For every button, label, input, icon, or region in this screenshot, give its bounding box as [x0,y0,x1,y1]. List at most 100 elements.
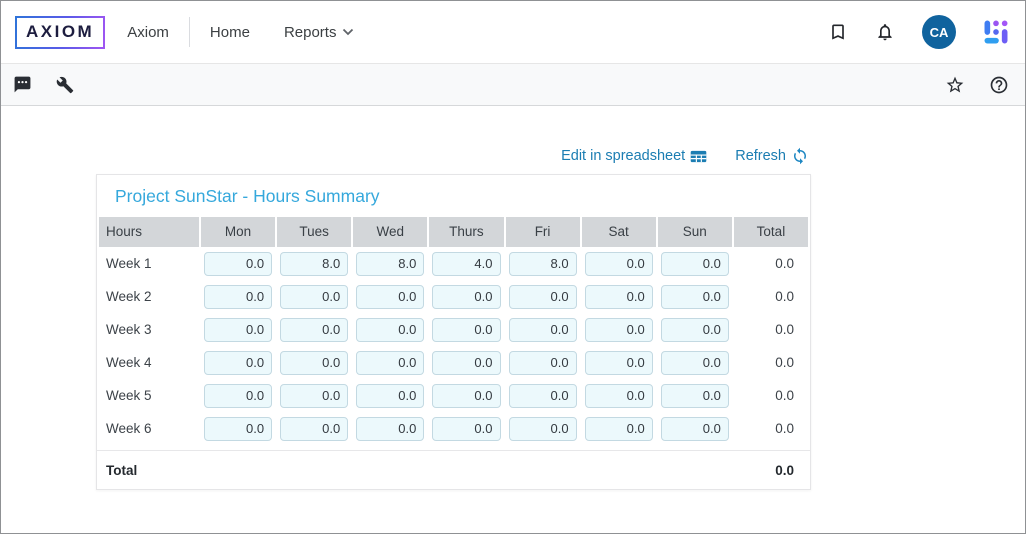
hours-cell [277,412,351,445]
hours-cell [201,379,275,412]
nav-item-home[interactable]: Home [210,24,250,41]
notifications-button[interactable] [875,22,895,42]
hours-cell [277,379,351,412]
hours-input[interactable] [660,416,729,441]
chevron-down-icon [343,28,354,36]
apps-grid-icon [984,20,1008,44]
column-header-hours: Hours [99,217,199,247]
favorite-button[interactable] [945,75,965,95]
hours-input[interactable] [432,383,501,408]
hours-input[interactable] [584,284,653,309]
column-header-mon: Mon [201,217,276,247]
hours-input[interactable] [508,350,577,375]
hours-cell [658,247,732,280]
hours-input[interactable] [356,317,425,342]
nav-item-axiom[interactable]: Axiom [127,24,169,41]
hours-input[interactable] [660,383,729,408]
nav-divider [188,17,190,47]
hours-input[interactable] [280,416,349,441]
hours-input[interactable] [508,416,577,441]
axiom-logo-text: AXIOM [17,17,104,47]
hours-cell [201,280,275,313]
hours-input[interactable] [432,284,501,309]
top-header: AXIOM Axiom Home Reports CA [1,1,1025,64]
hours-input[interactable] [584,383,653,408]
hours-input[interactable] [356,350,425,375]
hours-input[interactable] [204,350,273,375]
hours-cell [277,280,351,313]
hours-input[interactable] [508,284,577,309]
hours-input[interactable] [584,251,653,276]
hours-input[interactable] [660,284,729,309]
hours-input[interactable] [204,251,273,276]
hours-input[interactable] [204,317,273,342]
help-button[interactable] [989,75,1009,95]
hours-input[interactable] [660,317,729,342]
hours-summary-card: Project SunStar - Hours Summary Hours Mon… [96,174,811,490]
column-header-fri: Fri [505,217,580,247]
hours-input[interactable] [280,317,349,342]
nav-item-reports[interactable]: Reports [284,24,355,41]
table-row: Week 3 0.0 [97,313,810,346]
refresh-link[interactable]: Refresh [735,147,809,165]
hours-input[interactable] [204,416,273,441]
table-row: Week 5 0.0 [97,379,810,412]
column-header-thurs: Thurs [429,217,504,247]
hours-input[interactable] [660,251,729,276]
apps-menu-button[interactable] [983,19,1009,45]
hours-input[interactable] [584,317,653,342]
hours-input[interactable] [280,383,349,408]
hours-cell [353,313,427,346]
hours-cell [429,379,503,412]
tools-button[interactable] [56,76,74,94]
hours-input[interactable] [584,416,653,441]
hours-cell [429,313,503,346]
hours-input[interactable] [356,383,425,408]
hours-input[interactable] [508,383,577,408]
hours-cell [429,280,503,313]
hours-input[interactable] [508,317,577,342]
hours-cell [353,379,427,412]
hours-input[interactable] [280,284,349,309]
row-total: 0.0 [775,421,794,436]
row-label: Week 1 [106,256,152,271]
row-label: Week 5 [106,388,152,403]
bell-icon [878,24,892,41]
hours-input[interactable] [660,350,729,375]
hours-cell [506,346,580,379]
hours-input[interactable] [508,251,577,276]
hours-cell [429,412,503,445]
hours-cell [582,346,656,379]
hours-input[interactable] [356,416,425,441]
hours-cell [582,280,656,313]
nav-item-axiom-label: Axiom [127,23,169,41]
hours-input[interactable] [432,350,501,375]
star-icon [946,76,964,92]
table-header-row: Hours Mon Tues Wed Thurs Fri Sat Sun Total [97,217,810,247]
footer-total-value: 0.0 [775,462,794,478]
column-header-tues: Tues [277,217,352,247]
bookmark-button[interactable] [828,22,848,42]
card-title: Project SunStar - Hours Summary [115,186,380,206]
main-nav: Axiom Home Reports [127,17,354,47]
hours-input[interactable] [432,416,501,441]
hours-input[interactable] [204,284,273,309]
edit-in-spreadsheet-link[interactable]: Edit in spreadsheet [561,148,707,165]
column-header-wed: Wed [353,217,428,247]
hours-input[interactable] [356,284,425,309]
hours-input[interactable] [356,251,425,276]
avatar[interactable]: CA [922,15,956,49]
hours-cell [506,280,580,313]
comments-button[interactable] [13,75,32,94]
hours-cell [353,247,427,280]
hours-input[interactable] [280,251,349,276]
axiom-logo[interactable]: AXIOM [15,15,106,49]
hours-input[interactable] [584,350,653,375]
hours-input[interactable] [204,383,273,408]
hours-input[interactable] [280,350,349,375]
secondary-toolbar [1,64,1025,106]
hours-input[interactable] [432,317,501,342]
hours-cell [506,247,580,280]
refresh-label: Refresh [735,148,786,164]
hours-input[interactable] [432,251,501,276]
